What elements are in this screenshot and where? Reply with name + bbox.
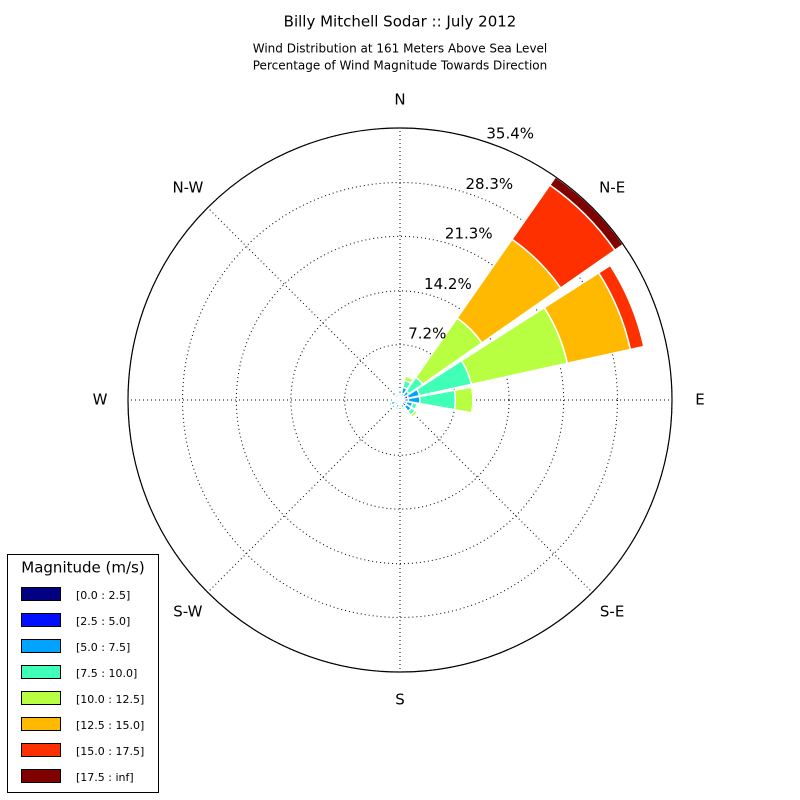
wedge-segment (411, 411, 419, 419)
legend-swatch (21, 665, 61, 679)
grid-ring (290, 290, 510, 510)
legend-title: Magnitude (m/s) (21, 559, 144, 577)
wedge-segment (609, 264, 645, 347)
legend-swatch (21, 691, 61, 705)
spoke (207, 399, 401, 593)
chart-subtitle: Percentage of Wind Magnitude Towards Dir… (253, 59, 547, 73)
legend-label: [17.5 : inf] (76, 771, 134, 784)
grid-ring (182, 182, 618, 618)
chart-subtitle: Wind Distribution at 161 Meters Above Se… (253, 42, 548, 56)
spoke (207, 207, 401, 401)
legend-label: [10.0 : 12.5] (76, 693, 144, 706)
direction-label: S-E (600, 603, 624, 621)
r-tick-label: 28.3% (466, 175, 514, 193)
wedge-segment (392, 410, 398, 414)
direction-label: N-W (172, 178, 203, 196)
legend-label: [15.0 : 17.5] (76, 745, 144, 758)
r-tick-label: 35.4% (486, 124, 534, 142)
legend-label: [5.0 : 7.5] (76, 641, 130, 654)
direction-label: W (93, 391, 108, 409)
direction-label: N (394, 91, 405, 109)
legend-swatch (21, 743, 61, 757)
legend-swatch (21, 587, 61, 601)
legend-swatch (21, 613, 61, 627)
r-tick-label: 14.2% (424, 275, 472, 293)
legend-label: [12.5 : 15.0] (76, 719, 144, 732)
r-tick-label: 21.3% (445, 225, 493, 243)
legend-label: [0.0 : 2.5] (76, 589, 130, 602)
grid-ring (235, 235, 565, 565)
outer-ring (127, 127, 673, 673)
direction-label: E (695, 391, 704, 409)
wedge-segment (405, 375, 414, 380)
wedge-segment (395, 391, 399, 395)
spoke (399, 399, 593, 593)
legend-swatch (21, 769, 61, 783)
direction-label: S-W (173, 603, 202, 621)
chart-title: Billy Mitchell Sodar :: July 2012 (284, 13, 517, 31)
legend-swatch (21, 717, 61, 731)
r-tick-label: 7.2% (408, 325, 446, 343)
direction-label: N-E (599, 178, 625, 196)
direction-label: S (395, 691, 405, 709)
legend-label: [7.5 : 10.0] (76, 667, 137, 680)
legend-label: [2.5 : 5.0] (76, 615, 130, 628)
wedge-segment (471, 387, 474, 413)
wedge-segment (453, 386, 474, 414)
legend-swatch (21, 639, 61, 653)
